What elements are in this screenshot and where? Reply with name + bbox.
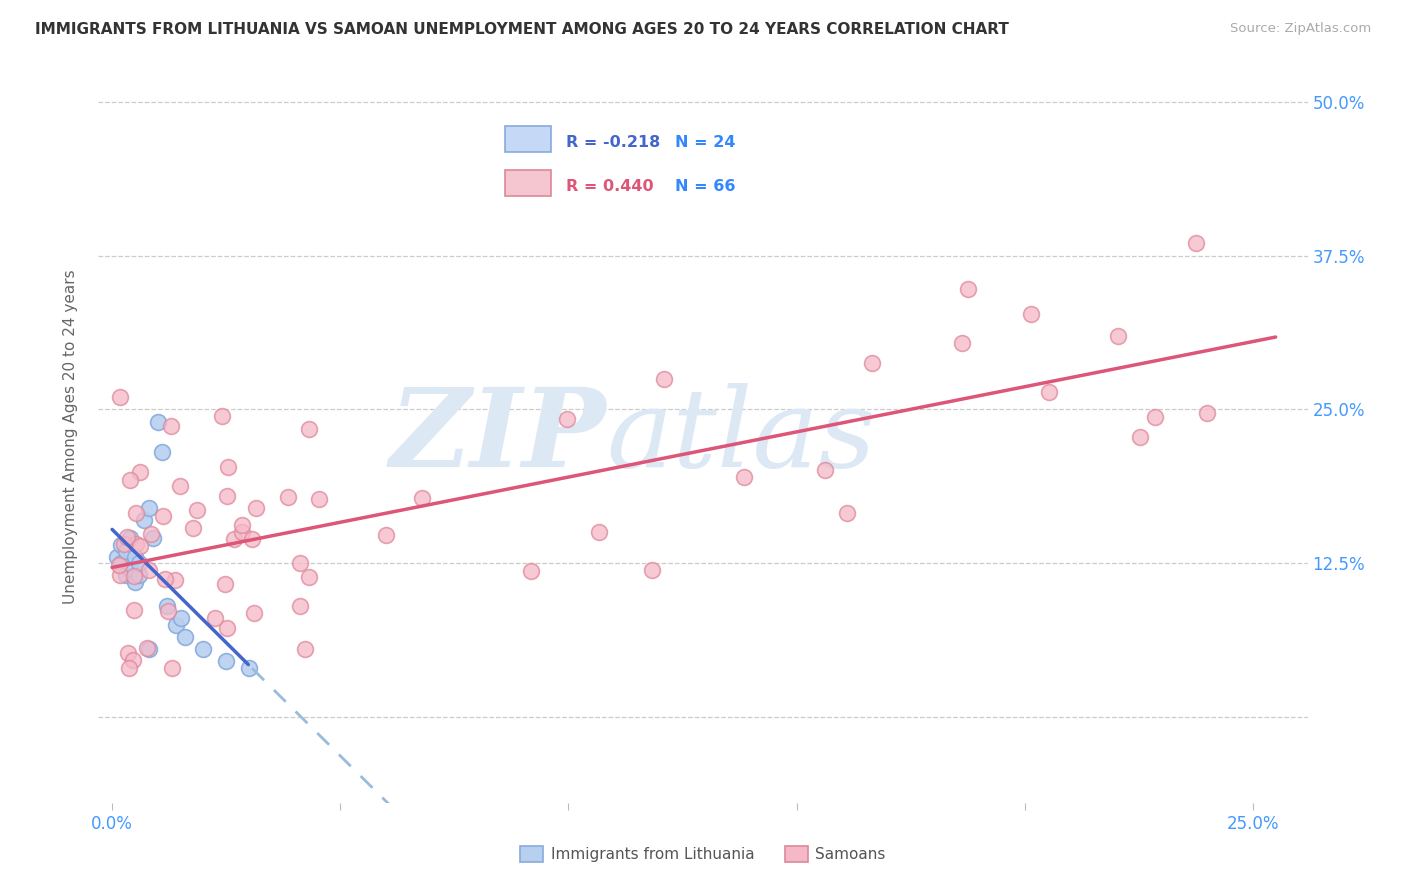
- Point: [114, 543, 136, 558]
- Point: [174, 630, 197, 644]
- Point: [519, 564, 541, 578]
- Point: [215, 655, 238, 669]
- Text: atlas: atlas: [606, 384, 876, 491]
- Point: [588, 525, 610, 540]
- Point: [245, 500, 267, 515]
- Point: [813, 463, 835, 477]
- Point: [125, 507, 148, 521]
- Point: [125, 537, 148, 551]
- Point: [112, 537, 135, 551]
- Point: [204, 611, 226, 625]
- Point: [654, 372, 676, 386]
- Point: [105, 549, 128, 564]
- Point: [132, 513, 155, 527]
- Point: [214, 577, 236, 591]
- Point: [374, 528, 396, 542]
- Point: [160, 419, 183, 434]
- Point: [222, 533, 245, 547]
- Point: [108, 558, 131, 572]
- Text: Source: ZipAtlas.com: Source: ZipAtlas.com: [1230, 22, 1371, 36]
- Point: [243, 606, 266, 620]
- Legend: Immigrants from Lithuania, Samoans: Immigrants from Lithuania, Samoans: [515, 840, 891, 868]
- Point: [108, 567, 131, 582]
- Text: ZIP: ZIP: [389, 384, 606, 491]
- Point: [290, 556, 312, 570]
- Point: [1129, 430, 1152, 444]
- Point: [138, 563, 160, 577]
- Point: [835, 506, 858, 520]
- Point: [1038, 384, 1060, 399]
- Point: [138, 642, 160, 657]
- Point: [110, 556, 132, 570]
- Point: [155, 572, 177, 586]
- Point: [1144, 410, 1167, 425]
- Point: [146, 415, 169, 429]
- Point: [1197, 406, 1219, 420]
- Point: [138, 500, 160, 515]
- Point: [231, 517, 253, 532]
- Point: [308, 491, 330, 506]
- Point: [110, 538, 132, 552]
- Point: [108, 390, 131, 404]
- Point: [122, 602, 145, 616]
- Point: [238, 660, 260, 674]
- Point: [135, 641, 157, 656]
- Point: [169, 479, 191, 493]
- Y-axis label: Unemployment Among Ages 20 to 24 years: Unemployment Among Ages 20 to 24 years: [63, 269, 77, 605]
- Point: [641, 563, 664, 577]
- Point: [117, 646, 139, 660]
- Point: [1019, 307, 1042, 321]
- Point: [129, 539, 152, 553]
- Point: [121, 653, 143, 667]
- Point: [411, 491, 433, 505]
- Point: [152, 508, 174, 523]
- Point: [298, 422, 321, 436]
- Point: [150, 445, 173, 459]
- Point: [156, 599, 179, 613]
- Point: [294, 642, 316, 657]
- Point: [1107, 329, 1129, 343]
- Point: [128, 556, 150, 570]
- Point: [211, 409, 233, 423]
- Point: [114, 568, 136, 582]
- Point: [298, 569, 321, 583]
- Point: [160, 660, 183, 674]
- Point: [165, 573, 187, 587]
- Point: [186, 502, 208, 516]
- Point: [118, 660, 141, 674]
- Point: [120, 474, 142, 488]
- Point: [215, 490, 238, 504]
- Point: [165, 617, 187, 632]
- Point: [950, 336, 973, 351]
- Point: [169, 611, 191, 625]
- Point: [1185, 235, 1208, 250]
- Point: [122, 569, 145, 583]
- Point: [124, 549, 146, 564]
- Point: [288, 599, 311, 613]
- Point: [142, 532, 165, 546]
- Point: [181, 521, 204, 535]
- Point: [120, 532, 142, 546]
- Point: [557, 412, 579, 426]
- Point: [128, 465, 150, 479]
- Point: [157, 604, 180, 618]
- Point: [124, 574, 146, 589]
- Point: [120, 562, 142, 576]
- Point: [733, 469, 755, 483]
- Point: [240, 532, 263, 546]
- Point: [956, 282, 979, 296]
- Point: [128, 568, 150, 582]
- Text: IMMIGRANTS FROM LITHUANIA VS SAMOAN UNEMPLOYMENT AMONG AGES 20 TO 24 YEARS CORRE: IMMIGRANTS FROM LITHUANIA VS SAMOAN UNEM…: [35, 22, 1010, 37]
- Point: [277, 490, 299, 504]
- Point: [215, 621, 238, 635]
- Point: [117, 530, 139, 544]
- Point: [193, 642, 215, 657]
- Point: [139, 527, 162, 541]
- Point: [231, 525, 253, 540]
- Point: [217, 460, 239, 475]
- Point: [862, 355, 884, 369]
